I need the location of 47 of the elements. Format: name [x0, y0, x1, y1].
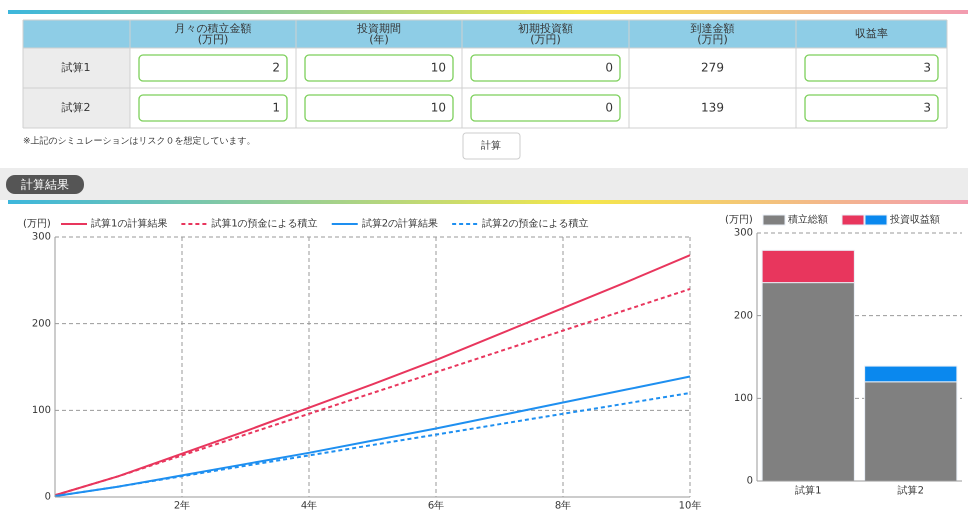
text: 139: [701, 100, 724, 114]
category-label: 試算2: [62, 101, 90, 114]
category-label: 月々の積立金額 (万円): [174, 22, 252, 46]
text: 1: [272, 100, 280, 114]
text: 279: [701, 60, 724, 74]
legend-label: 試算2の計算結果: [362, 218, 438, 230]
text: 計算: [481, 140, 501, 152]
legend-item: 試算1の計算結果: [61, 218, 168, 230]
y-tick-label: 0: [44, 492, 51, 503]
text: 3: [923, 60, 931, 74]
text: 2: [272, 60, 280, 74]
legend-item: 試算2の計算結果: [332, 218, 438, 230]
x-tick-label: 8年: [554, 500, 572, 512]
category-label: 試算1: [62, 61, 90, 74]
legend-label: 積立総額: [788, 214, 828, 226]
legend-label: 試算1の預金による積立: [211, 218, 318, 230]
y-tick-label: 0: [746, 476, 753, 487]
y-tick-label: 300: [32, 232, 51, 243]
y-tick-label: 100: [734, 393, 753, 404]
text: 10: [430, 100, 446, 114]
y-axis-title: (万円): [725, 214, 753, 226]
text: ※上記のシミュレーションはリスク０を想定しています。: [23, 135, 256, 146]
x-tick-label: 10年: [678, 500, 702, 512]
legend-item: 投資収益額: [842, 214, 940, 226]
y-tick-label: 300: [734, 228, 753, 239]
text: 10: [430, 60, 446, 74]
category-label: 投資期間 (年): [356, 22, 401, 46]
category-label: 到達金額 (万円): [690, 22, 734, 46]
text: 0: [605, 100, 613, 114]
x-tick-label: 4年: [300, 500, 318, 512]
legend-item: 積立総額: [762, 214, 828, 226]
legend-label: 投資収益額: [889, 214, 940, 226]
y-tick-label: 200: [734, 310, 753, 322]
legend-item: 試算1の預金による積立: [181, 218, 318, 230]
x-tick-label: 2年: [174, 500, 190, 512]
category-label: 収益率: [855, 27, 888, 40]
text: 0: [605, 60, 613, 74]
legend-item: 試算2の預金による積立: [452, 218, 588, 230]
text: 3: [923, 100, 931, 114]
text: 計算結果: [21, 177, 69, 192]
y-tick-label: 100: [32, 405, 51, 416]
legend-label: 試算1の計算結果: [91, 218, 168, 230]
y-axis-title: (万円): [23, 218, 51, 230]
x-tick-label: 6年: [428, 500, 444, 512]
category-label: 初期投資額 (万円): [518, 22, 573, 46]
legend-label: 試算2の預金による積立: [482, 218, 588, 230]
y-tick-label: 200: [32, 318, 51, 330]
